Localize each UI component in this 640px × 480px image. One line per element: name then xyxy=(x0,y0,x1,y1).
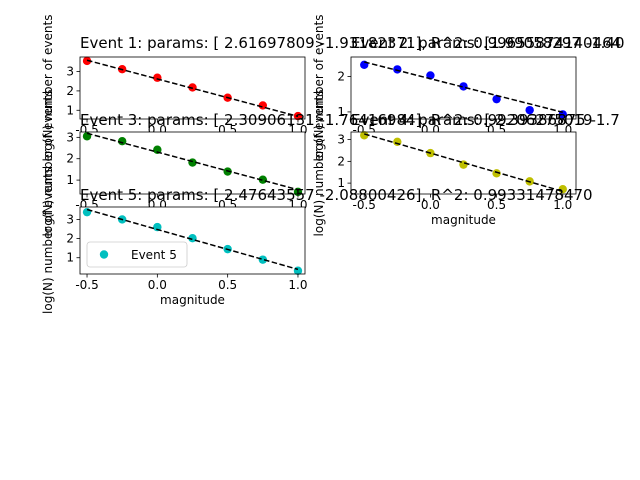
data-point xyxy=(188,83,197,92)
data-point xyxy=(492,169,501,178)
y-tick-label: 1 xyxy=(337,105,345,119)
data-point xyxy=(360,131,369,140)
axes-frame xyxy=(79,56,306,120)
y-tick-label: 2 xyxy=(66,84,74,98)
data-point xyxy=(82,207,92,217)
y-tick-label: 2 xyxy=(337,154,345,168)
y-tick-label: 1 xyxy=(66,173,74,187)
axes-frame xyxy=(350,131,577,195)
legend-label: Event 5 xyxy=(131,248,177,262)
x-tick-label: 1.0 xyxy=(288,278,307,292)
y-tick-label: 3 xyxy=(66,130,74,144)
data-point xyxy=(393,65,402,74)
data-point xyxy=(153,222,162,232)
x-tick-label: 0.5 xyxy=(218,278,237,292)
fit-line xyxy=(364,61,563,113)
y-tick-label: 2 xyxy=(66,152,74,166)
y-tick-label: 3 xyxy=(66,212,74,226)
x-tick-label: 1.0 xyxy=(553,198,572,212)
data-point xyxy=(117,136,127,146)
x-tick-label: 0.0 xyxy=(148,278,167,292)
x-tick-label: -0.5 xyxy=(75,278,98,292)
data-point xyxy=(360,60,369,69)
axes-frame xyxy=(79,206,306,275)
x-tick-label: 0.0 xyxy=(421,198,440,212)
axes-frame xyxy=(79,131,306,195)
data-point xyxy=(525,105,534,115)
data-point xyxy=(258,255,268,264)
y-tick-label: 2 xyxy=(337,69,345,83)
x-tick-label: 0.5 xyxy=(487,198,506,212)
fit-line xyxy=(86,208,299,271)
legend-marker xyxy=(99,250,109,259)
data-point xyxy=(153,73,162,82)
fit-line xyxy=(364,133,563,193)
x-tick-label: -0.5 xyxy=(353,198,376,212)
y-tick-label: 1 xyxy=(66,103,74,117)
chart-panel-5: -0.5 0.0 0.5 1.0 1 2 3 log(N) number of events m… xyxy=(41,167,308,314)
axes-frame xyxy=(350,56,577,120)
chart-title-3: Event 3: params: [ 2.30906131 -1.7641698… xyxy=(80,111,593,129)
y-axis-label: log(N) number of events xyxy=(312,15,326,162)
y-axis-label: log(N) number of events xyxy=(41,167,55,314)
chart-panel-4: -0.5 0.0 0.5 1.0 1 2 3 log(N) number of events m… xyxy=(312,90,577,237)
x-axis-label: magnitude xyxy=(431,213,496,227)
y-axis-label: log(N) number of events xyxy=(41,15,55,162)
data-point xyxy=(153,145,162,154)
y-tick-label: 1 xyxy=(337,176,345,190)
legend-box xyxy=(86,241,188,268)
y-tick-label: 3 xyxy=(66,65,74,79)
chart-title-1: Event 1: params: [ 2.61697809 -1.9318237… xyxy=(80,34,621,52)
chart-title-4: Event 4: params: [ 2.39386875 -1.7 xyxy=(351,111,620,129)
fit-line xyxy=(86,59,299,118)
fit-line xyxy=(86,132,299,191)
data-point xyxy=(188,234,197,243)
y-tick-label: 2 xyxy=(66,232,74,246)
x-axis-label: magnitude xyxy=(160,293,225,307)
chart-title-5: Event 5: params: [ 2.47643557 -2.0880042… xyxy=(80,186,593,204)
y-tick-label: 3 xyxy=(337,133,345,147)
data-point xyxy=(459,82,468,91)
y-axis-label: log(N) number of events xyxy=(312,90,326,237)
y-tick-label: 1 xyxy=(66,251,74,265)
data-point xyxy=(393,137,402,146)
y-axis-label: log(N) number of events xyxy=(41,90,55,237)
chart-title-2: Event 2: params: [1.99058297 -1.40 xyxy=(351,34,625,52)
data-point xyxy=(258,175,268,184)
data-point xyxy=(492,94,501,104)
